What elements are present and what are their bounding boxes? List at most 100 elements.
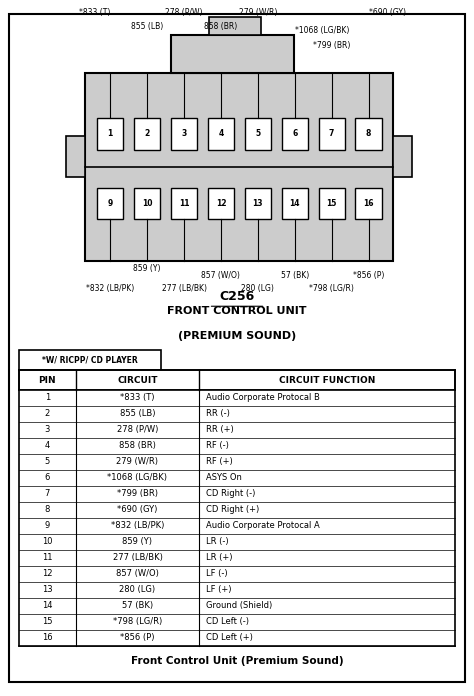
Bar [19,370,455,390]
Text: *W/ RICPP/ CD PLAYER: *W/ RICPP/ CD PLAYER [42,356,138,364]
Text: *832 (LB/PK): *832 (LB/PK) [111,521,164,530]
Text: PIN: PIN [38,376,56,384]
Text: *690 (GY): *690 (GY) [117,505,158,514]
Text: *856 (P): *856 (P) [353,271,384,280]
Text: 8: 8 [45,505,50,514]
Bar [208,188,234,219]
Bar [319,188,345,219]
Text: 9: 9 [45,521,50,530]
Bar [208,118,234,150]
Text: *1068 (LG/BK): *1068 (LG/BK) [295,26,349,35]
Text: 11: 11 [179,199,189,208]
Bar [245,188,271,219]
Bar [19,598,455,614]
Text: 12: 12 [216,199,226,208]
Bar [356,118,382,150]
Bar [19,566,455,582]
Text: 859 (Y): 859 (Y) [133,264,161,274]
Text: RF (-): RF (-) [206,441,229,450]
Text: 6: 6 [45,473,50,482]
Bar [393,136,412,177]
Text: LF (+): LF (+) [206,585,232,594]
Text: Audio Corporate Protocal B: Audio Corporate Protocal B [206,393,320,402]
Text: 1: 1 [108,129,113,139]
Text: 5: 5 [45,457,50,466]
Text: 9: 9 [108,199,113,208]
Text: 6: 6 [292,129,297,139]
Bar [19,454,455,470]
Text: 855 (LB): 855 (LB) [131,22,163,31]
Text: 14: 14 [290,199,300,208]
Bar [19,614,455,630]
Text: *832 (LB/PK): *832 (LB/PK) [86,284,134,293]
Text: 858 (BR): 858 (BR) [204,22,237,31]
Text: *833 (T): *833 (T) [79,8,110,17]
Text: ASYS On: ASYS On [206,473,242,482]
Text: 857 (W/O): 857 (W/O) [201,271,240,280]
Text: CIRCUIT FUNCTION: CIRCUIT FUNCTION [279,376,375,384]
Bar [282,118,308,150]
Bar [171,35,294,73]
Text: CD Left (+): CD Left (+) [206,633,253,642]
Bar [19,438,455,454]
Text: 855 (LB): 855 (LB) [120,409,155,418]
Text: 4: 4 [219,129,224,139]
Text: 2: 2 [145,129,150,139]
Text: C256: C256 [219,290,255,303]
Text: 5: 5 [255,129,260,139]
Bar [19,350,161,370]
Text: 15: 15 [42,617,53,626]
Bar [19,582,455,598]
Bar [356,188,382,219]
Text: *856 (P): *856 (P) [120,633,155,642]
Text: *798 (LG/R): *798 (LG/R) [113,617,162,626]
Bar [282,188,308,219]
Text: 278 (P/W): 278 (P/W) [117,425,158,434]
Bar [85,73,393,261]
Text: 13: 13 [42,585,53,594]
Text: 2: 2 [45,409,50,418]
Text: 3: 3 [45,425,50,434]
Bar [134,118,160,150]
Text: 858 (BR): 858 (BR) [119,441,156,450]
Bar [19,406,455,422]
Text: 280 (LG): 280 (LG) [241,284,274,293]
Text: 16: 16 [42,633,53,642]
Bar [171,188,197,219]
Text: CD Right (+): CD Right (+) [206,505,259,514]
Text: 16: 16 [363,199,374,208]
Text: 14: 14 [42,601,53,610]
Text: 10: 10 [42,537,53,546]
Bar [319,118,345,150]
Text: FRONT CONTROL UNIT: FRONT CONTROL UNIT [167,306,307,316]
Text: LR (+): LR (+) [206,553,233,562]
Text: LR (-): LR (-) [206,537,229,546]
Text: 11: 11 [42,553,53,562]
Bar [19,470,455,486]
Text: LF (-): LF (-) [206,569,228,578]
Text: 57 (BK): 57 (BK) [281,271,309,280]
Bar [245,118,271,150]
Bar [97,118,123,150]
Text: 8: 8 [366,129,371,139]
Text: RF (+): RF (+) [206,457,233,466]
Text: 57 (BK): 57 (BK) [122,601,153,610]
Text: 3: 3 [182,129,187,139]
Text: 7: 7 [329,129,334,139]
Text: 859 (Y): 859 (Y) [122,537,153,546]
Bar [171,118,197,150]
Bar [134,188,160,219]
Text: *798 (LG/R): *798 (LG/R) [309,284,354,293]
Text: 857 (W/O): 857 (W/O) [116,569,159,578]
Bar [97,188,123,219]
Text: (PREMIUM SOUND): (PREMIUM SOUND) [178,331,296,340]
Text: 279 (W/R): 279 (W/R) [238,8,277,17]
Text: Front Control Unit (Premium Sound): Front Control Unit (Premium Sound) [131,656,343,666]
Text: 7: 7 [45,489,50,498]
Text: RR (+): RR (+) [206,425,234,434]
Text: 15: 15 [327,199,337,208]
Text: *833 (T): *833 (T) [120,393,155,402]
Text: 279 (W/R): 279 (W/R) [117,457,158,466]
Bar [19,630,455,646]
Bar [19,518,455,534]
